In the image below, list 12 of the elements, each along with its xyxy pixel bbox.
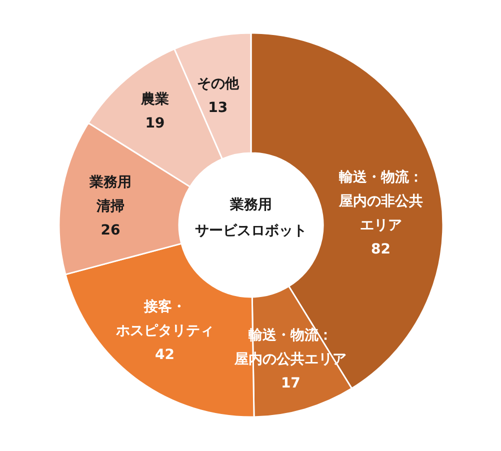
slice-label: その他 [196, 76, 240, 92]
slice-label: 農業 [140, 91, 170, 108]
slice-label: 輸送・物流：屋内の非公共エリア [338, 168, 423, 234]
data-label: 19 [145, 115, 165, 132]
data-label: 17 [280, 375, 300, 392]
data-label: 42 [155, 347, 175, 364]
data-label: 26 [100, 222, 120, 238]
slice-label: 業務用清掃 [88, 174, 132, 214]
slice-label: 接客・ホスピタリティ [114, 298, 214, 340]
data-label: 13 [208, 100, 228, 116]
data-label: 82 [371, 241, 391, 258]
text: 業務用サービスロボット [194, 196, 308, 241]
